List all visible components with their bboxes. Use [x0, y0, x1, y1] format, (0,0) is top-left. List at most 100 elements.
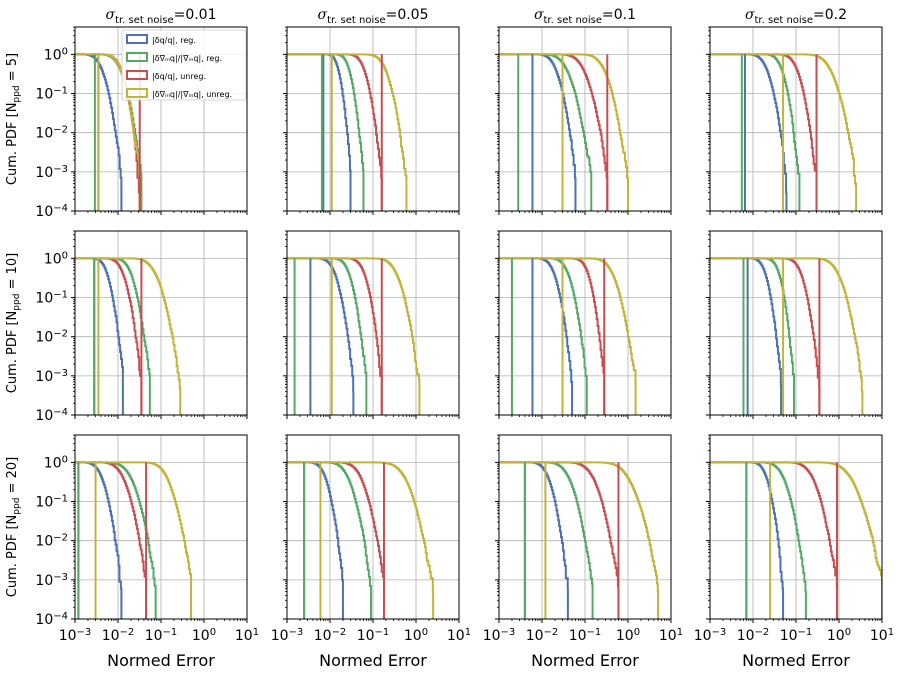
- panel-r0-c0: 100 10−1 10−2 10−3 10−4 |δq/q|, reg. |δ∇ₘq|/|∇…: [35, 26, 248, 220]
- y-tick-label: 10−4: [35, 407, 68, 424]
- cdf-curve-series-3: [499, 257, 637, 415]
- y-tick-label: 100: [44, 250, 68, 267]
- y-tick-label: 10−3: [35, 368, 68, 385]
- cdf-curve-series-3: [710, 53, 858, 211]
- row-y-label: Cum. PDF [Nppd = 5]: [5, 53, 22, 185]
- cdf-curve-series-0: [499, 257, 574, 415]
- cdf-curve-series-3: [287, 53, 408, 211]
- panel-r1-c1: [283, 230, 460, 419]
- column-title: σtr. set noise=0.05: [318, 7, 429, 26]
- y-tick-label: 10−1: [35, 290, 68, 307]
- row-y-label: Cum. PDF [Nppd = 20]: [5, 457, 22, 597]
- x-axis-label: Normed Error: [742, 651, 850, 670]
- y-tick-label: 10−3: [35, 164, 68, 181]
- cdf-curve-series-2: [287, 461, 385, 619]
- cdf-curve-series-2: [499, 257, 606, 415]
- cdf-curve-series-1: [75, 257, 151, 415]
- x-tick-label: 10−3: [483, 627, 516, 644]
- cdf-curve-series-2: [499, 461, 620, 619]
- x-tick-label: 10−2: [102, 627, 135, 644]
- row-y-label: Cum. PDF [Nppd = 10]: [5, 253, 22, 393]
- cdf-curve-series-2: [710, 461, 839, 619]
- y-tick-label: 100: [44, 454, 68, 471]
- x-axis-label: Normed Error: [319, 651, 427, 670]
- x-tick-label: 101: [235, 627, 259, 644]
- x-tick-label: 100: [616, 627, 640, 644]
- cdf-curve-series-0: [710, 53, 788, 211]
- x-tick-label: 10−3: [59, 627, 92, 644]
- column-title: σtr. set noise=0.1: [534, 7, 636, 26]
- legend-label: |δ∇ₘq|/|∇ₘq|, reg.: [152, 54, 222, 63]
- cdf-curve-series-3: [710, 461, 882, 619]
- legend-label: |δq/q|, unreg.: [152, 72, 206, 81]
- panel-r1-c0: 100 10−1 10−2 10−3 10−4: [35, 230, 248, 424]
- y-tick-label: 10−4: [35, 203, 68, 220]
- panel-r0-c2: [495, 26, 672, 215]
- cdf-curve-series-0: [499, 53, 577, 211]
- legend-swatch: [126, 88, 148, 98]
- y-tick-label: 10−2: [35, 533, 68, 550]
- x-tick-label: 100: [404, 627, 428, 644]
- cdf-curve-series-3: [499, 53, 629, 211]
- x-tick-label: 101: [870, 627, 894, 644]
- x-tick-label: 10−2: [314, 627, 347, 644]
- cdf-curve-series-2: [75, 257, 143, 415]
- legend-swatch: [126, 70, 148, 80]
- cdf-curve-series-3: [287, 257, 421, 415]
- x-tick-label: 10−2: [737, 627, 770, 644]
- x-tick-label: 10−1: [357, 627, 390, 644]
- cdf-curve-series-1: [710, 461, 807, 619]
- x-tick-label: 10−1: [145, 627, 178, 644]
- x-tick-label: 10−3: [694, 627, 727, 644]
- y-tick-label: 10−4: [35, 611, 68, 628]
- x-tick-label: 10−1: [569, 627, 602, 644]
- y-tick-label: 10−1: [35, 494, 68, 511]
- cdf-curve-series-1: [75, 461, 157, 619]
- cdf-curve-series-2: [710, 257, 821, 415]
- panel-r2-c3: 10−3 10−2 10−1 100 101 Normed Error: [694, 434, 894, 670]
- y-tick-label: 10−3: [35, 572, 68, 589]
- panel-r0-c3: [706, 26, 883, 215]
- cdf-curve-series-3: [287, 461, 435, 619]
- panel-r2-c1: 10−3 10−2 10−1 100 101 Normed Error: [271, 434, 471, 670]
- cdf-curve-series-3: [75, 257, 182, 415]
- cdf-curve-series-0: [287, 461, 344, 619]
- cdf-curve-series-0: [710, 257, 783, 415]
- cdf-curve-series-0: [75, 53, 123, 211]
- legend-swatch: [126, 52, 148, 62]
- cdf-curve-series-3: [75, 461, 193, 619]
- legend-label: |δ∇ₘq|/|∇ₘq|, unreg.: [152, 90, 232, 99]
- cdf-curve-series-2: [287, 53, 383, 211]
- x-tick-label: 100: [827, 627, 851, 644]
- x-axis-label: Normed Error: [107, 651, 215, 670]
- x-tick-label: 10−1: [780, 627, 813, 644]
- panel-r0-c1: [283, 26, 460, 215]
- x-tick-label: 101: [659, 627, 683, 644]
- cdf-curve-series-3: [499, 461, 660, 619]
- cdf-curve-series-0: [499, 461, 569, 619]
- x-axis-label: Normed Error: [531, 651, 639, 670]
- y-tick-label: 100: [44, 46, 68, 63]
- x-tick-label: 10−2: [526, 627, 559, 644]
- legend: |δq/q|, reg. |δ∇ₘq|/|∇ₘq|, reg. |δq/q|, un…: [121, 29, 247, 101]
- panel-r1-c2: [495, 230, 672, 419]
- cdf-curve-series-3: [75, 53, 141, 211]
- x-tick-label: 100: [192, 627, 216, 644]
- y-tick-label: 10−2: [35, 329, 68, 346]
- cdf-curve-series-0: [75, 461, 123, 619]
- column-title: σtr. set noise=0.2: [745, 7, 847, 26]
- cdf-curve-series-1: [499, 53, 593, 211]
- legend-label: |δq/q|, reg.: [152, 36, 196, 45]
- y-tick-label: 10−1: [35, 86, 68, 103]
- panel-r1-c3: [706, 230, 883, 419]
- legend-swatch: [126, 34, 148, 44]
- column-title: σtr. set noise=0.01: [106, 7, 217, 26]
- cdf-curve-series-3: [710, 257, 864, 415]
- panel-r2-c2: 10−3 10−2 10−1 100 101 Normed Error: [483, 434, 683, 670]
- x-tick-label: 10−3: [271, 627, 304, 644]
- cdf-curve-series-0: [287, 53, 352, 211]
- x-tick-label: 101: [447, 627, 471, 644]
- y-tick-label: 10−2: [35, 125, 68, 142]
